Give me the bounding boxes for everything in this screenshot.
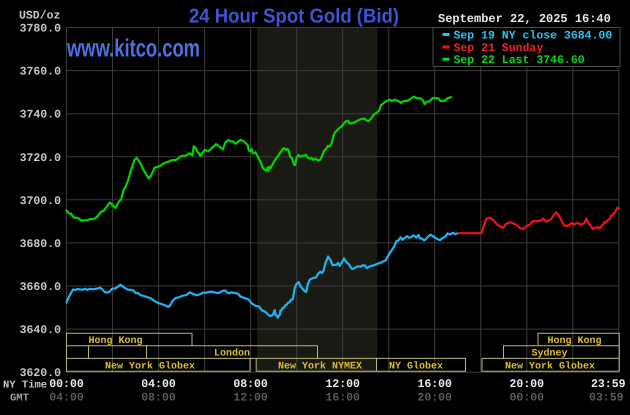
svg-text:GMT: GMT: [10, 392, 29, 404]
svg-text:16:00: 16:00: [417, 378, 452, 391]
svg-text:Sep 21 Sunday: Sep 21 Sunday: [454, 42, 544, 55]
svg-text:04:00: 04:00: [49, 391, 84, 404]
svg-text:03:59: 03:59: [589, 391, 624, 404]
svg-text:08:00: 08:00: [233, 378, 268, 391]
svg-text:www.kitco.com: www.kitco.com: [66, 35, 200, 63]
svg-text:Sydney: Sydney: [531, 348, 567, 360]
svg-text:3660.0: 3660.0: [20, 281, 62, 294]
svg-text:Hong Kong: Hong Kong: [547, 336, 601, 347]
svg-text:00:00: 00:00: [49, 378, 84, 391]
svg-text:3620.0: 3620.0: [20, 367, 62, 380]
svg-text:3640.0: 3640.0: [20, 324, 62, 337]
svg-text:London: London: [214, 348, 250, 360]
svg-text:12:00: 12:00: [233, 391, 268, 404]
svg-text:24 Hour Spot Gold (Bid): 24 Hour Spot Gold (Bid): [189, 6, 399, 28]
svg-text:Sep 22 Last 3746.60: Sep 22 Last 3746.60: [454, 54, 585, 67]
svg-text:3740.0: 3740.0: [20, 109, 62, 122]
svg-text:New York Globex: New York Globex: [505, 361, 595, 373]
svg-text:New York Globex: New York Globex: [105, 361, 195, 373]
svg-text:3700.0: 3700.0: [20, 195, 62, 208]
svg-text:NY Time: NY Time: [3, 379, 47, 391]
svg-text:NY Globex: NY Globex: [389, 361, 443, 373]
svg-text:08:00: 08:00: [141, 391, 176, 404]
svg-text:3780.0: 3780.0: [20, 23, 62, 36]
svg-text:04:00: 04:00: [141, 378, 176, 391]
svg-text:20:00: 20:00: [510, 378, 545, 391]
svg-text:Hong Kong: Hong Kong: [88, 336, 142, 347]
svg-text:Sep 19 NY close 3684.00: Sep 19 NY close 3684.00: [454, 30, 613, 43]
svg-text:3720.0: 3720.0: [20, 152, 62, 165]
svg-text:3760.0: 3760.0: [20, 66, 62, 79]
svg-text:New York NYMEX: New York NYMEX: [278, 361, 362, 373]
svg-text:23:59: 23:59: [591, 378, 626, 391]
svg-text:September 22, 2025 16:40: September 22, 2025 16:40: [438, 12, 611, 26]
svg-text:16:00: 16:00: [325, 391, 360, 404]
svg-text:12:00: 12:00: [325, 378, 360, 391]
svg-text:3680.0: 3680.0: [20, 238, 62, 251]
svg-text:USD/oz: USD/oz: [19, 10, 61, 23]
svg-text:20:00: 20:00: [417, 391, 452, 404]
svg-text:00:00: 00:00: [510, 391, 545, 404]
